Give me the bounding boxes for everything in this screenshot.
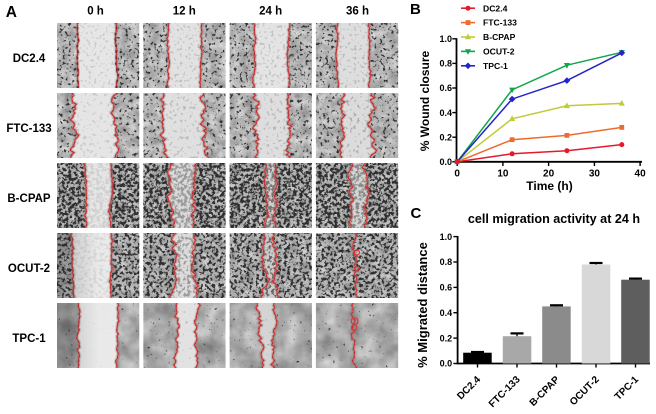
svg-text:0.2: 0.2 (440, 333, 453, 343)
svg-text:B-CPAP: B-CPAP (483, 32, 516, 42)
svg-text:0.0: 0.0 (439, 157, 452, 167)
svg-text:0.4: 0.4 (440, 308, 453, 318)
svg-text:0.6: 0.6 (439, 83, 452, 93)
svg-text:A: A (6, 4, 17, 21)
svg-text:C: C (411, 205, 422, 222)
svg-text:10: 10 (497, 168, 509, 179)
svg-text:0.8: 0.8 (440, 257, 453, 267)
svg-text:0.6: 0.6 (440, 283, 453, 293)
svg-text:OCUT-2: OCUT-2 (8, 263, 50, 275)
svg-text:DC2.4: DC2.4 (483, 3, 508, 13)
svg-text:B: B (410, 1, 421, 18)
svg-text:Time (h): Time (h) (526, 179, 572, 193)
svg-text:30: 30 (589, 168, 601, 179)
svg-text:24 h: 24 h (259, 6, 282, 18)
svg-text:OCUT-2: OCUT-2 (483, 47, 515, 57)
svg-text:0.0: 0.0 (440, 359, 453, 369)
svg-text:20: 20 (543, 168, 555, 179)
svg-text:1.0: 1.0 (440, 232, 453, 242)
svg-text:0: 0 (454, 168, 460, 179)
svg-text:% Migrated distance: % Migrated distance (415, 242, 430, 368)
svg-text:B-CPAP: B-CPAP (7, 193, 51, 205)
svg-text:TPC-1: TPC-1 (483, 61, 508, 71)
svg-text:cell migration activity at 24: cell migration activity at 24 h (468, 212, 640, 226)
svg-text:12 h: 12 h (173, 6, 196, 18)
svg-text:% Wound closure: % Wound closure (418, 50, 432, 151)
svg-text:36 h: 36 h (346, 6, 369, 18)
svg-text:FTC-133: FTC-133 (6, 123, 51, 135)
svg-text:FTC-133: FTC-133 (483, 18, 517, 28)
svg-text:DC2.4: DC2.4 (13, 53, 46, 65)
svg-text:0.4: 0.4 (439, 108, 452, 118)
svg-text:0.2: 0.2 (439, 132, 452, 142)
svg-text:0 h: 0 h (87, 6, 104, 18)
svg-text:0.8: 0.8 (439, 59, 452, 69)
svg-text:40: 40 (635, 168, 647, 179)
svg-text:1.0: 1.0 (439, 34, 452, 44)
svg-text:TPC-1: TPC-1 (12, 333, 46, 345)
